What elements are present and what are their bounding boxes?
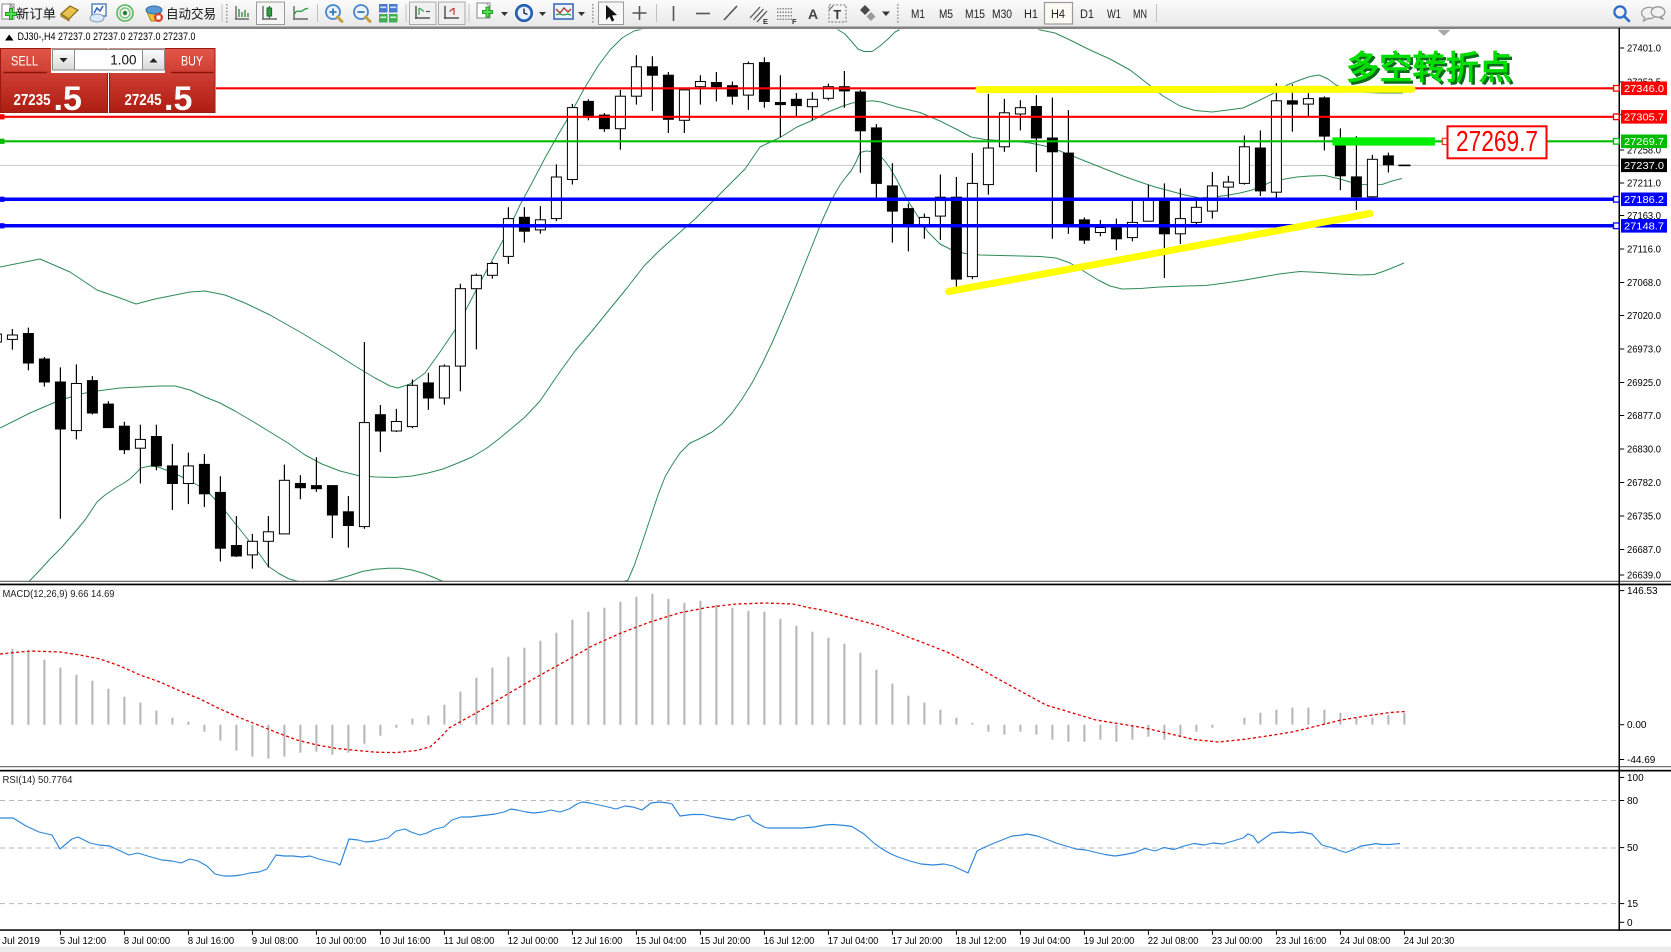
svg-text:26925.0: 26925.0 (1627, 378, 1661, 389)
svg-text:26735.0: 26735.0 (1627, 512, 1661, 523)
svg-text:MACD(12,26,9) 9.66 14.69: MACD(12,26,9) 9.66 14.69 (3, 588, 115, 600)
svg-text:BUY: BUY (181, 54, 203, 69)
svg-text:.5: .5 (164, 80, 192, 118)
svg-text:12 Jul 16:00: 12 Jul 16:00 (572, 936, 623, 947)
svg-text:50: 50 (1627, 843, 1639, 854)
svg-text:27148.7: 27148.7 (1624, 221, 1664, 232)
svg-text:27163.0: 27163.0 (1627, 211, 1661, 222)
svg-text:H4: H4 (1051, 9, 1066, 21)
svg-text:146.53: 146.53 (1627, 586, 1658, 597)
svg-text:27237.0: 27237.0 (1624, 161, 1664, 172)
svg-text:8 Jul 00:00: 8 Jul 00:00 (124, 936, 171, 947)
svg-text:17 Jul 20:00: 17 Jul 20:00 (892, 936, 943, 947)
svg-text:27068.0: 27068.0 (1627, 278, 1661, 289)
svg-text:A: A (808, 6, 818, 22)
svg-text:H1: H1 (1024, 9, 1038, 21)
svg-text:Jul 2019: Jul 2019 (2, 936, 40, 947)
svg-text:27186.2: 27186.2 (1624, 195, 1664, 206)
svg-text:M1: M1 (911, 9, 925, 21)
svg-text:新订单: 新订单 (16, 7, 56, 22)
svg-text:E: E (763, 17, 768, 26)
svg-text:自动交易: 自动交易 (166, 7, 216, 22)
svg-text:SELL: SELL (11, 54, 38, 69)
svg-text:27401.0: 27401.0 (1627, 44, 1661, 55)
svg-text:100: 100 (1627, 773, 1644, 784)
svg-text:26639.0: 26639.0 (1627, 571, 1661, 582)
svg-text:19 Jul 04:00: 19 Jul 04:00 (1020, 936, 1071, 947)
svg-text:M5: M5 (939, 9, 953, 21)
svg-text:MN: MN (1133, 9, 1147, 21)
svg-text:17 Jul 04:00: 17 Jul 04:00 (828, 936, 879, 947)
svg-text:26782.0: 26782.0 (1627, 478, 1661, 489)
svg-text:多空转折点: 多空转折点 (1349, 52, 1515, 89)
svg-text:27245: 27245 (125, 92, 162, 109)
svg-text:D1: D1 (1080, 9, 1094, 21)
svg-text:W1: W1 (1107, 9, 1121, 21)
svg-text:19 Jul 20:00: 19 Jul 20:00 (1084, 936, 1135, 947)
svg-text:26687.0: 26687.0 (1627, 545, 1661, 556)
svg-text:23 Jul 16:00: 23 Jul 16:00 (1276, 936, 1327, 947)
svg-text:多空转折点: 多空转折点 (1346, 49, 1512, 86)
svg-text:T: T (834, 8, 842, 22)
svg-text:M15: M15 (965, 9, 985, 21)
svg-text:23 Jul 00:00: 23 Jul 00:00 (1212, 936, 1263, 947)
svg-text:18 Jul 12:00: 18 Jul 12:00 (956, 936, 1007, 947)
svg-text:12 Jul 00:00: 12 Jul 00:00 (508, 936, 559, 947)
svg-text:26830.0: 26830.0 (1627, 445, 1661, 456)
svg-text:22 Jul 08:00: 22 Jul 08:00 (1148, 936, 1199, 947)
svg-text:27269.7: 27269.7 (1456, 126, 1538, 158)
svg-text:27305.7: 27305.7 (1624, 112, 1664, 123)
svg-text:5 Jul 12:00: 5 Jul 12:00 (60, 936, 107, 947)
svg-text:27235: 27235 (14, 92, 51, 109)
svg-text:27269.7: 27269.7 (1624, 137, 1664, 148)
svg-text:M30: M30 (992, 9, 1012, 21)
svg-text:.5: .5 (54, 80, 82, 118)
svg-text:1.00: 1.00 (110, 53, 136, 68)
svg-text:26877.0: 26877.0 (1627, 411, 1661, 422)
svg-text:24 Jul 20:30: 24 Jul 20:30 (1404, 936, 1455, 947)
svg-text:-44.69: -44.69 (1627, 755, 1656, 766)
svg-text:0.00: 0.00 (1627, 720, 1647, 731)
svg-text:27258.0: 27258.0 (1627, 146, 1661, 157)
svg-text:0: 0 (1627, 918, 1633, 929)
svg-text:15 Jul 04:00: 15 Jul 04:00 (636, 936, 687, 947)
svg-text:26973.0: 26973.0 (1627, 345, 1661, 356)
svg-text:27116.0: 27116.0 (1627, 245, 1661, 256)
svg-text:DJ30-,H4 27237.0 27237.0 2723: DJ30-,H4 27237.0 27237.0 27237.0 27237.0 (18, 31, 196, 43)
svg-text:RSI(14) 50.7764: RSI(14) 50.7764 (3, 774, 73, 786)
svg-text:10 Jul 16:00: 10 Jul 16:00 (380, 936, 431, 947)
svg-text:10 Jul 00:00: 10 Jul 00:00 (316, 936, 367, 947)
svg-text:11 Jul 08:00: 11 Jul 08:00 (444, 936, 495, 947)
svg-text:8 Jul 16:00: 8 Jul 16:00 (188, 936, 235, 947)
svg-text:15: 15 (1627, 899, 1639, 910)
svg-text:9 Jul 08:00: 9 Jul 08:00 (252, 936, 299, 947)
svg-text:80: 80 (1627, 796, 1639, 807)
svg-text:24 Jul 08:00: 24 Jul 08:00 (1340, 936, 1391, 947)
svg-text:27346.0: 27346.0 (1624, 84, 1664, 95)
svg-text:16 Jul 12:00: 16 Jul 12:00 (764, 936, 815, 947)
svg-text:27211.0: 27211.0 (1627, 179, 1661, 190)
svg-text:15 Jul 20:00: 15 Jul 20:00 (700, 936, 751, 947)
svg-text:27020.0: 27020.0 (1627, 311, 1661, 322)
svg-text:F: F (792, 17, 797, 26)
